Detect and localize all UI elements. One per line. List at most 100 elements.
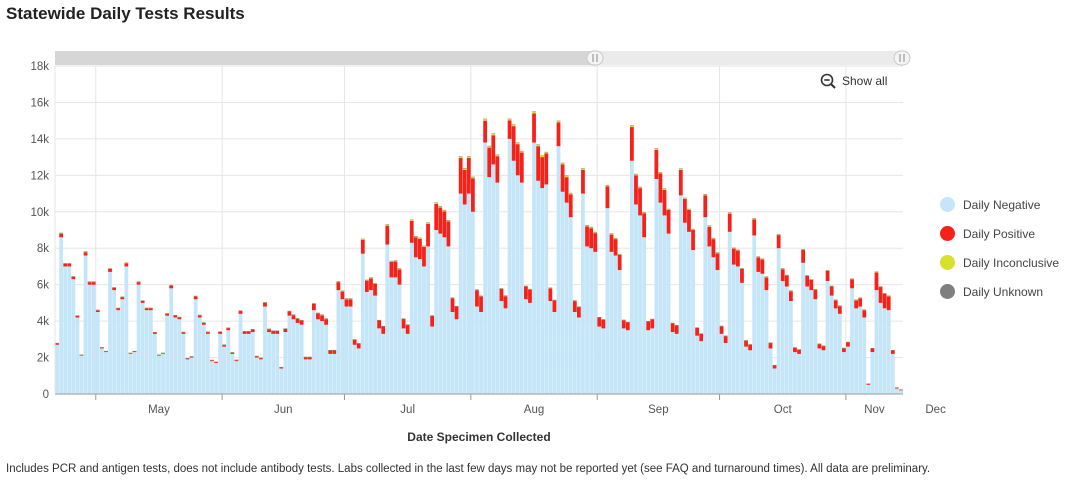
bar-inconclusive (678, 168, 683, 170)
bar-unknown (528, 288, 532, 290)
scrollbar-handle-left[interactable] (586, 50, 604, 66)
bar-positive (108, 269, 112, 272)
bar-positive (218, 331, 223, 334)
bar-negative (324, 324, 329, 394)
bar-unknown (409, 219, 414, 221)
bar-positive (303, 357, 308, 360)
bar-unknown (373, 283, 377, 284)
bar-unknown (434, 202, 439, 203)
bar-negative (577, 317, 581, 394)
bar-unknown (731, 247, 736, 249)
bar-positive (634, 175, 638, 205)
bar-positive (185, 358, 190, 360)
bar-positive (242, 331, 247, 334)
bar-unknown (634, 173, 638, 175)
bar-positive (397, 269, 402, 285)
bar-unknown (71, 276, 76, 277)
bar-unknown (723, 335, 728, 337)
legend-item-inconclusive[interactable]: Daily Inconclusive (940, 248, 1059, 277)
bar-positive (776, 235, 781, 249)
bar-inconclusive (581, 168, 585, 170)
bar-negative (87, 284, 92, 394)
bar-positive (605, 186, 610, 209)
bar-positive (136, 282, 141, 285)
bar-positive (157, 354, 161, 356)
show-all-button[interactable]: Show all (820, 73, 887, 89)
bar-unknown (564, 175, 569, 177)
bar-negative (401, 328, 406, 394)
bar-positive (870, 348, 875, 353)
legend-item-positive[interactable]: Daily Positive (940, 219, 1059, 248)
bar-negative (646, 330, 651, 394)
bar-positive (446, 221, 451, 247)
bar-negative (185, 359, 190, 394)
x-tick-label: Dec (925, 404, 946, 416)
bar-positive (507, 120, 512, 139)
bar-positive (642, 213, 647, 238)
bar-positive (165, 313, 170, 316)
bar-positive (487, 147, 492, 178)
bar-unknown (658, 172, 663, 173)
bar-unknown (422, 245, 426, 247)
bar-unknown (780, 268, 785, 269)
legend-item-negative[interactable]: Daily Negative (940, 190, 1059, 219)
bar-layer (55, 111, 903, 394)
bar-positive (662, 189, 667, 216)
bar-unknown (687, 208, 691, 210)
bar-negative (540, 188, 545, 394)
bar-negative (805, 286, 810, 394)
bar-positive (744, 340, 748, 347)
bar-positive (389, 261, 394, 278)
bar-negative (210, 361, 214, 394)
bar-positive (413, 237, 418, 258)
bar-positive (674, 325, 679, 334)
bar-unknown (866, 383, 871, 385)
bar-negative (740, 282, 744, 394)
bar-unknown (413, 236, 418, 237)
bar-unknown (601, 319, 606, 320)
bar-positive (307, 357, 312, 360)
y-tick-label: 12k (30, 170, 49, 182)
range-scrollbar[interactable] (55, 50, 911, 66)
bar-unknown (577, 306, 581, 307)
bar-negative (866, 384, 871, 394)
bar-negative (495, 182, 500, 394)
bar-unknown (617, 253, 622, 255)
bar-inconclusive (752, 218, 757, 220)
bar-positive (895, 387, 899, 389)
bar-negative (564, 202, 569, 394)
bar-negative (719, 333, 724, 394)
bar-negative (454, 319, 459, 394)
bar-negative (116, 310, 121, 394)
bar-unknown (899, 389, 903, 390)
bar-positive (259, 357, 263, 360)
bar-negative (144, 310, 149, 394)
bar-unknown (556, 120, 561, 122)
bar-positive (291, 315, 296, 320)
bar-inconclusive (740, 268, 744, 269)
bar-positive (842, 348, 846, 353)
bar-unknown (760, 258, 765, 260)
bar-positive (405, 324, 410, 334)
bar-negative (373, 295, 377, 394)
bar-negative (605, 208, 610, 394)
scrollbar-selected-range[interactable] (55, 51, 595, 65)
bar-unknown (837, 305, 842, 306)
bar-unknown (740, 268, 744, 269)
bar-inconclusive (59, 232, 64, 234)
bar-negative (434, 230, 439, 394)
bar-positive (723, 336, 728, 343)
bar-negative (487, 177, 492, 394)
bar-negative (703, 217, 708, 394)
bar-unknown (104, 350, 108, 352)
bar-unknown (621, 319, 626, 321)
scrollbar-handle-right[interactable] (893, 50, 911, 66)
bar-negative (548, 301, 553, 394)
bar-unknown (426, 222, 430, 224)
bar-negative (120, 299, 125, 394)
bar-positive (332, 350, 337, 354)
x-tick-label: Jun (274, 404, 293, 416)
bar-negative (193, 299, 198, 394)
bar-inconclusive (780, 268, 785, 270)
legend-item-unknown[interactable]: Daily Unknown (940, 277, 1059, 306)
